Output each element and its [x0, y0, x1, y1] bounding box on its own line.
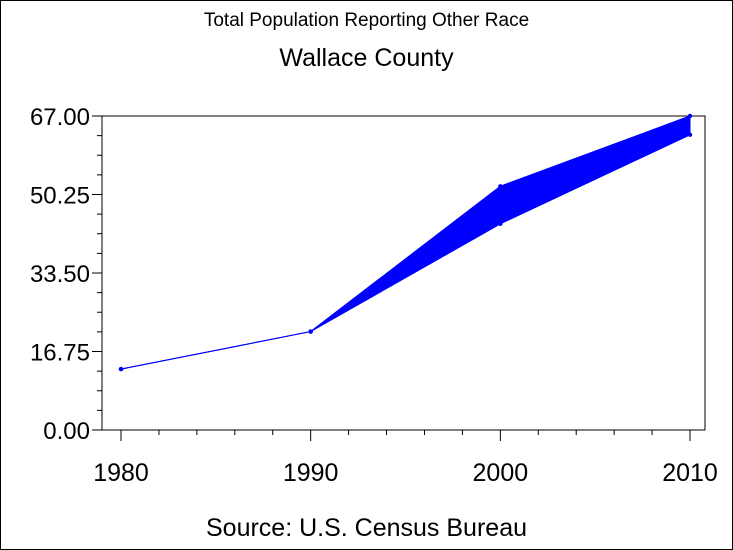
x-tick-label: 2010 — [662, 459, 718, 487]
x-tick-label: 2000 — [473, 459, 529, 487]
data-point — [687, 113, 693, 119]
data-point — [498, 184, 503, 189]
data-point — [498, 221, 503, 226]
data-point — [687, 132, 693, 137]
y-tick-label: 67.00 — [30, 104, 90, 131]
chart-subtitle: Wallace County — [279, 44, 454, 72]
x-tick-label: 1980 — [93, 459, 149, 487]
x-tick-label: 1990 — [283, 459, 339, 487]
series-band — [120, 115, 691, 370]
data-point — [118, 366, 124, 372]
y-tick-label: 50.25 — [30, 183, 90, 210]
chart-source-note: Source: U.S. Census Bureau — [206, 514, 527, 542]
data-point — [308, 329, 313, 334]
chart-title: Total Population Reporting Other Race — [203, 10, 530, 31]
series-line-2 — [120, 134, 691, 370]
y-tick-label: 0.00 — [43, 418, 90, 445]
y-tick-label: 33.50 — [30, 261, 90, 288]
y-tick-label: 16.75 — [30, 340, 90, 367]
